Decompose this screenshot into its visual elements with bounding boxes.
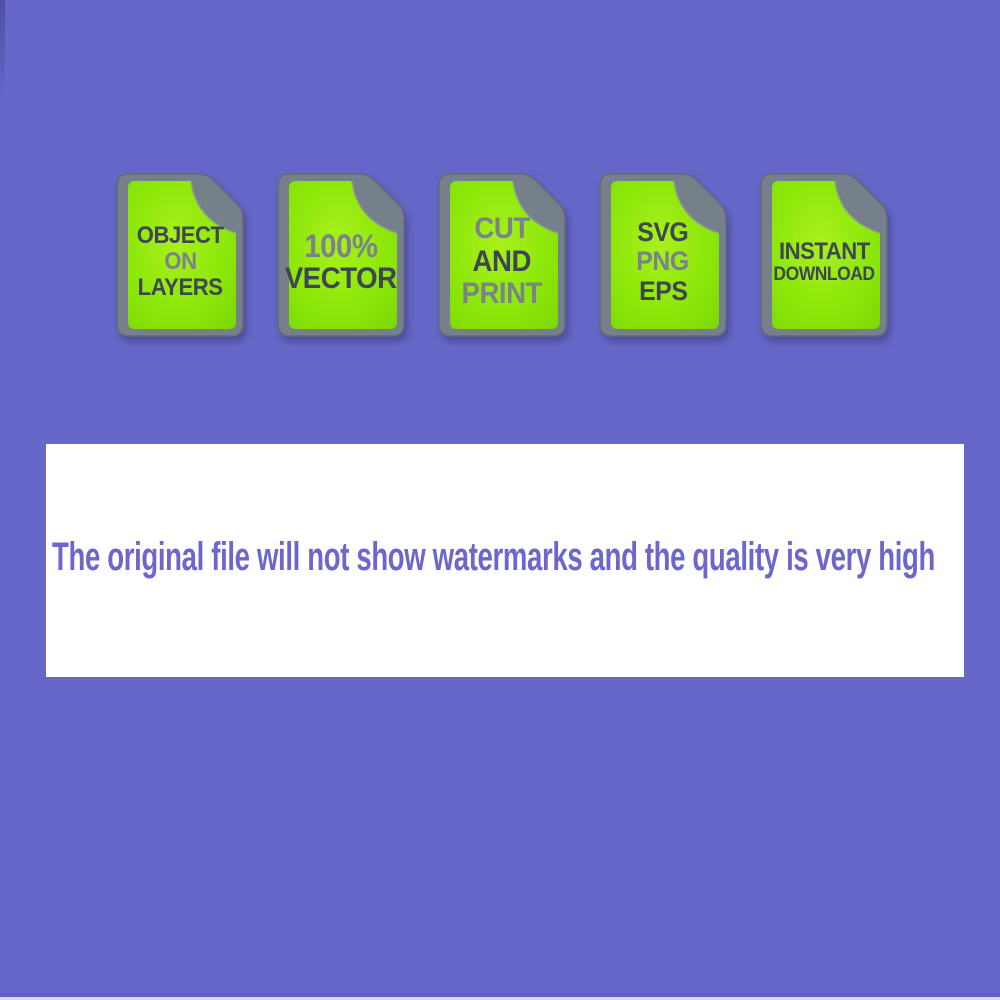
badge-line: PRINT: [461, 277, 543, 311]
document-page-icon: [760, 173, 888, 337]
badge-cut-and-print: CUT AND PRINT: [437, 172, 567, 338]
badge-svg-png-eps: SVG PNG EPS: [598, 172, 728, 338]
badge-100-percent-vector: 100% VECTOR: [276, 172, 406, 338]
bottom-edge-shade: [0, 993, 1000, 997]
badge-text: OBJECT ON LAYERS: [115, 172, 245, 338]
badge-instant-download: INSTANT DOWNLOAD: [759, 172, 889, 338]
badge-line: INSTANT: [778, 237, 870, 265]
badge-text: SVG PNG EPS: [598, 172, 728, 338]
badge-text: 100% VECTOR: [276, 172, 406, 338]
badge-line: PNG: [636, 246, 690, 277]
badge-line: DOWNLOAD: [773, 263, 875, 285]
badge-line: SVG: [637, 217, 689, 248]
badge-line: ON: [163, 248, 197, 276]
document-page-icon: [277, 173, 405, 337]
bottom-edge-strip: [0, 997, 1000, 1000]
badge-text: CUT AND PRINT: [437, 172, 567, 338]
badge-line: EPS: [638, 275, 688, 306]
document-page-icon: [599, 173, 727, 337]
badges-row: OBJECT ON LAYERS 100% VECTOR: [115, 172, 889, 338]
badge-line: CUT: [474, 212, 530, 246]
badge-line: 100%: [304, 227, 378, 264]
document-page-icon: [438, 173, 566, 337]
document-page-icon: [116, 173, 244, 337]
badge-line: VECTOR: [285, 262, 397, 296]
badge-line: AND: [472, 244, 532, 278]
notice-banner: The original file will not show watermar…: [46, 444, 964, 677]
badge-object-on-layers: OBJECT ON LAYERS: [115, 172, 245, 338]
badge-text: INSTANT DOWNLOAD: [759, 172, 889, 338]
badge-line: OBJECT: [136, 222, 224, 250]
left-edge-artifact: [0, 0, 5, 105]
badge-line: LAYERS: [137, 273, 223, 301]
notice-text: The original file will not show watermar…: [52, 535, 935, 579]
